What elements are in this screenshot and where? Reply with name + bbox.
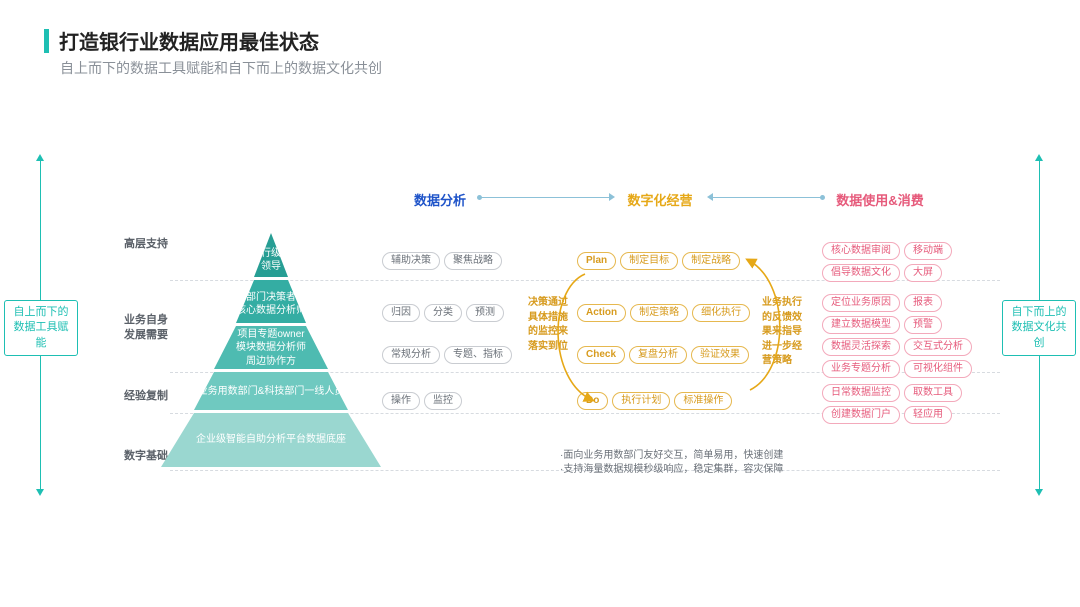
tag-pill: 辅助决策 [382,252,440,270]
tag-pill: 分类 [424,304,462,322]
tag-pill: 预警 [904,316,942,334]
tag-pill: 数据灵活探索 [822,338,900,356]
tag-pill: 交互式分析 [904,338,972,356]
tag-pill: 操作 [382,392,420,410]
tag-pill: 可视化组件 [904,360,972,378]
pyramid-l1: 行级领导 [176,244,366,276]
tag-pill: 取数工具 [904,384,962,402]
tag-pill: 常规分析 [382,346,440,364]
pyramid-l2: 部门决策者核心数据分析师 [176,284,366,324]
page-subtitle: 自上而下的数据工具赋能和自下而上的数据文化共创 [60,58,382,78]
left-side-label: 自上而下的数据工具赋能 [4,300,78,356]
tag-pill: 大屏 [904,264,942,282]
tag-pill: 报表 [904,294,942,312]
tag-pill: 轻应用 [904,406,952,424]
tag-pill: 聚焦战略 [444,252,502,270]
tag-pill: 归因 [382,304,420,322]
tag-pill: 核心数据审阅 [822,242,900,260]
tag-pill: 专题、指标 [444,346,512,364]
cell-c3r2a: 定位业务原因报表建立数据模型预警 [820,292,990,336]
tag-pill: 监控 [424,392,462,410]
column-head-analysis: 数据分析 [414,190,466,209]
cell-c3r1: 核心数据审阅移动端倡导数据文化大屏 [820,240,990,284]
cell-c1r2a: 归因分类预测 [380,302,550,324]
pyramid-l5: 企业级智能自助分析平台数据底座 [176,414,366,466]
pyramid-l4: 业务用数部门&科技部门一线人员 [176,374,366,410]
tag-pill: 倡导数据文化 [822,264,900,282]
title-bar: 打造银行业数据应用最佳状态 [44,26,319,55]
right-side-label: 自下而上的数据文化共创 [1002,300,1076,356]
column-head-operations: 数字化经营 [627,190,692,209]
head-connector-1 [480,197,610,198]
column-head-consumption: 数据使用&消费 [836,190,923,209]
head-connector-2 [712,197,822,198]
cell-c1r2b: 常规分析专题、指标 [380,344,550,366]
tag-pill: 建立数据模型 [822,316,900,334]
gold-arrows [530,230,830,430]
page-title: 打造银行业数据应用最佳状态 [59,26,319,55]
tag-pill: 定位业务原因 [822,294,900,312]
tag-pill: 日常数据监控 [822,384,900,402]
cell-c1r3: 操作监控 [380,390,550,412]
tag-pill: 预测 [466,304,504,322]
cell-c3r3: 日常数据监控取数工具创建数据门户轻应用 [820,382,990,426]
pyramid-l3: 项目专题owner模块数据分析师周边协作方 [176,327,366,369]
tag-pill: 创建数据门户 [822,406,900,424]
tag-pill: 业务专题分析 [822,360,900,378]
cell-c3r2b: 数据灵活探索交互式分析业务专题分析可视化组件 [820,336,990,380]
title-accent [44,29,49,53]
tag-pill: 移动端 [904,242,952,260]
footer-line2: ·支持海量数据规模秒级响应，稳定集群，容灾保障 [560,462,783,478]
cell-c1r1: 辅助决策聚焦战略 [380,250,550,272]
